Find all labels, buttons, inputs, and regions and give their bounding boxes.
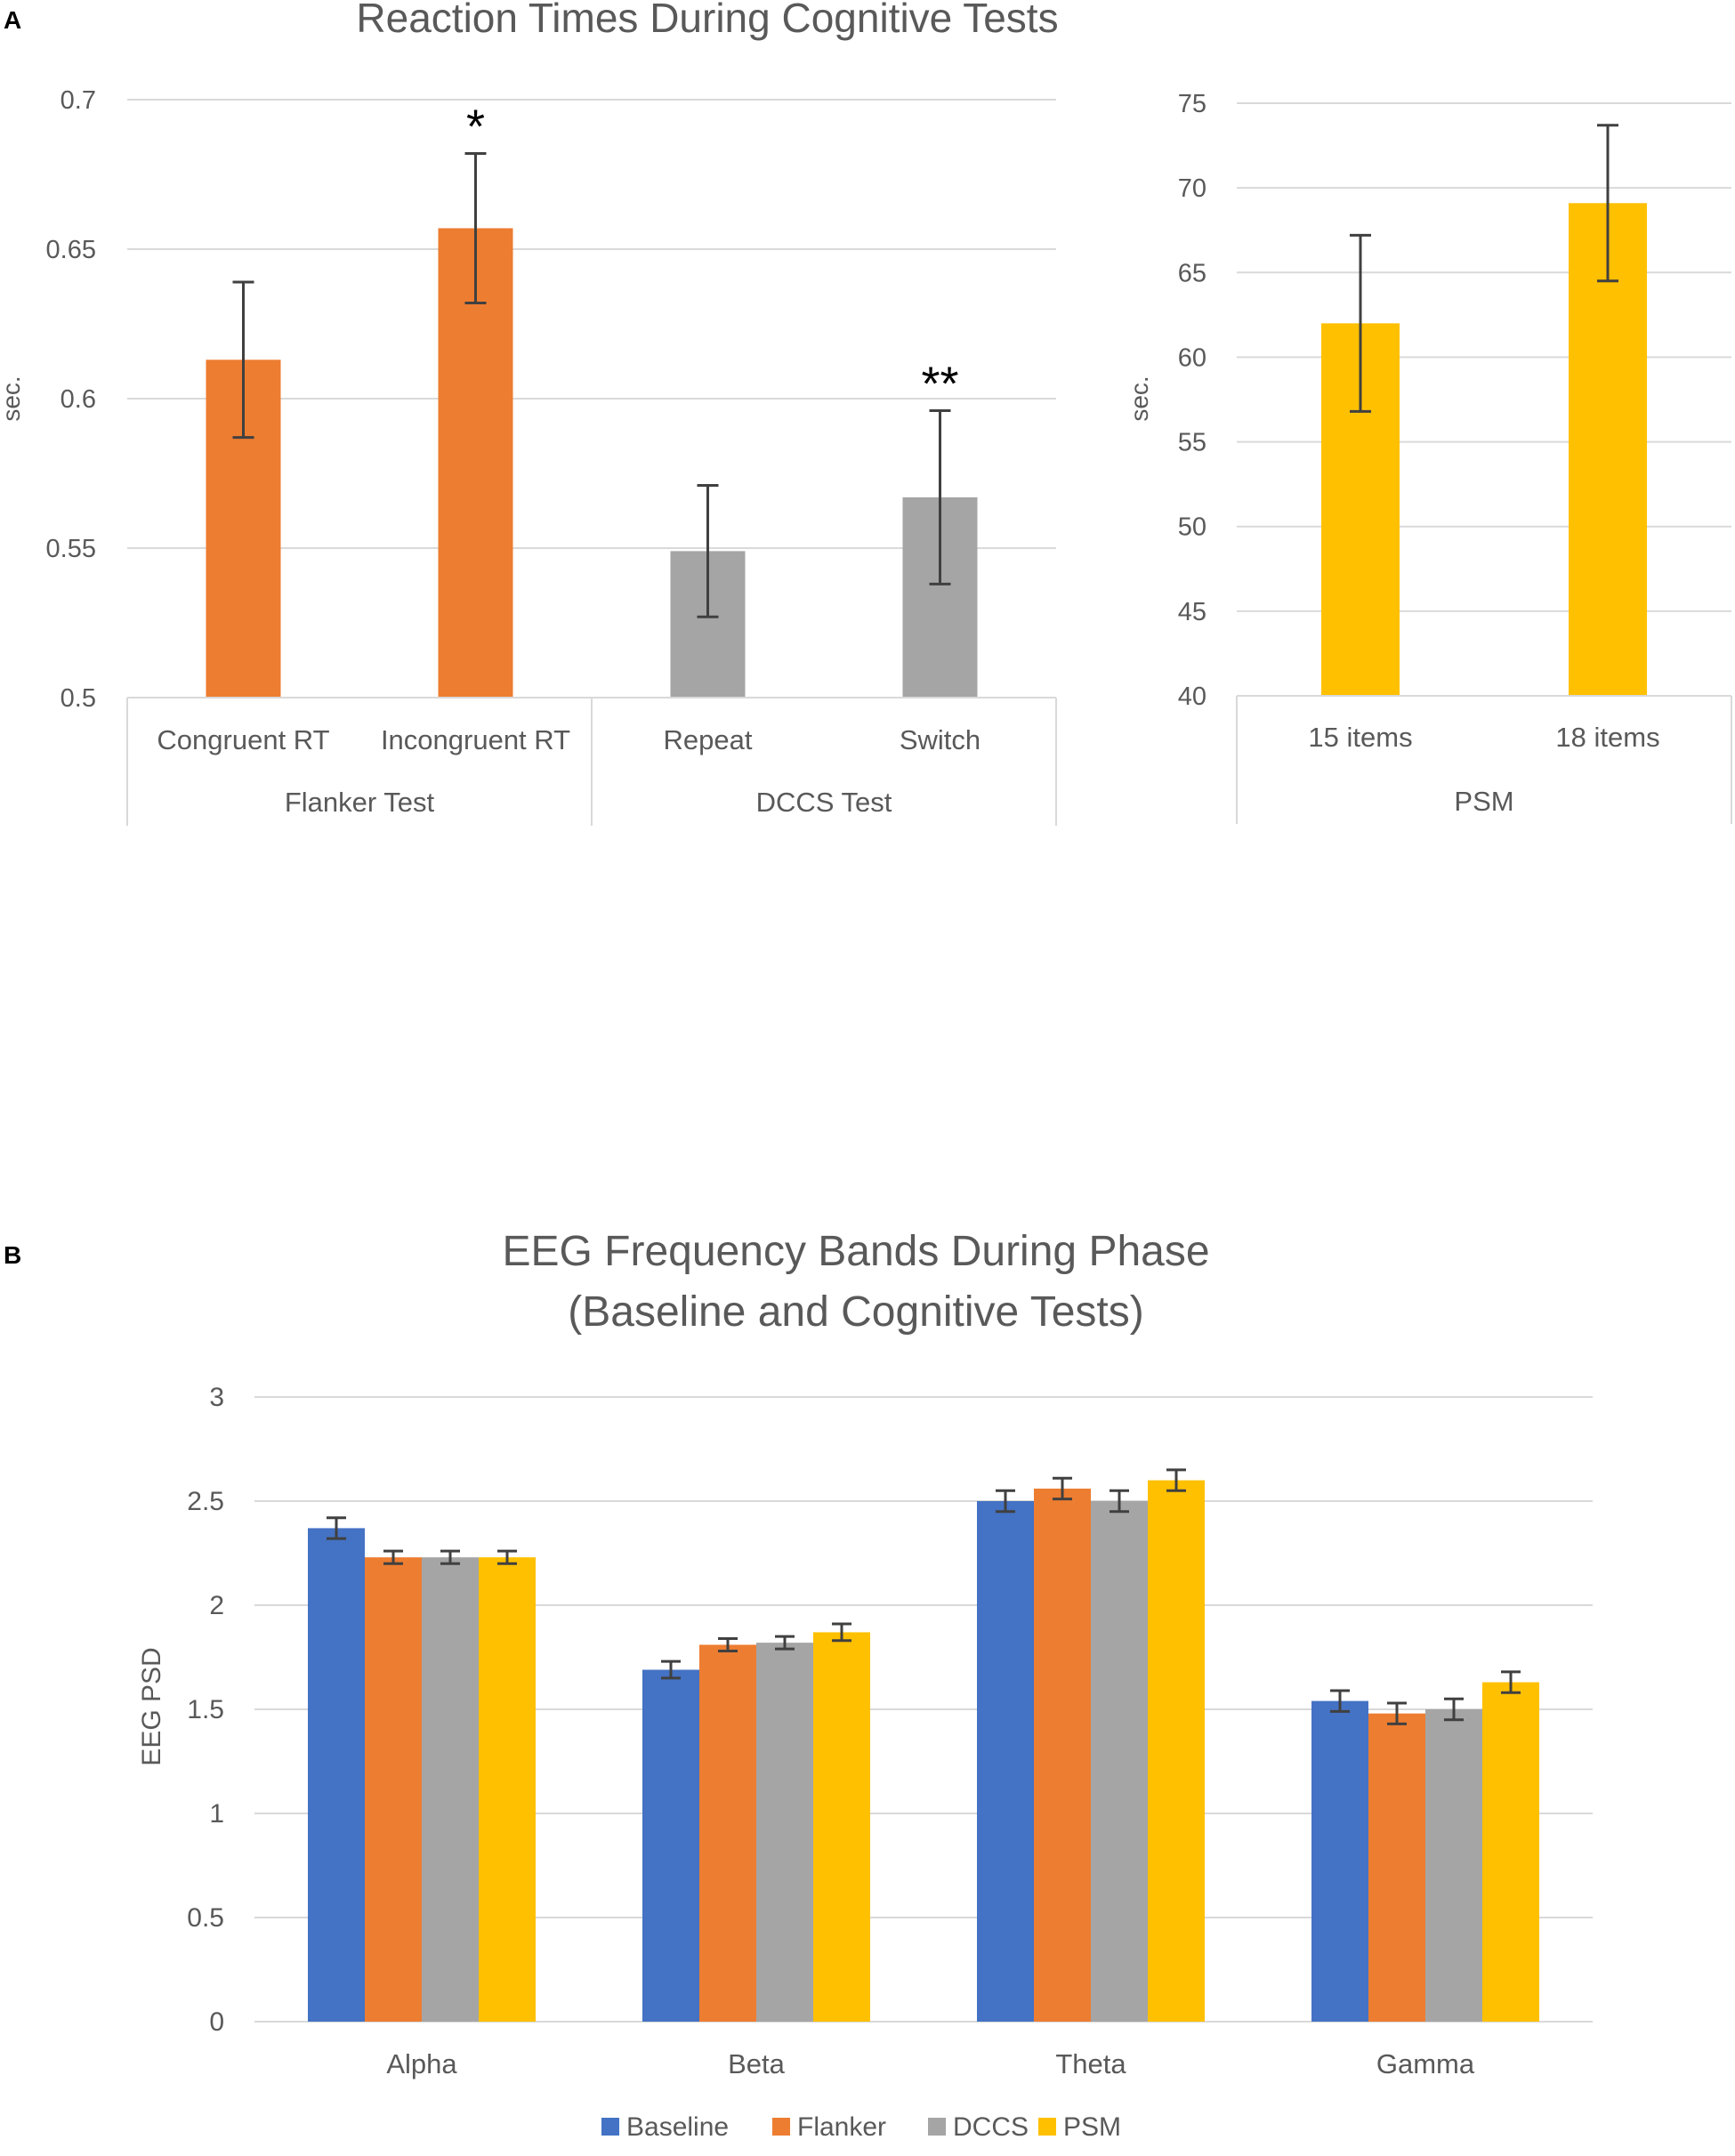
- bar-dccs: [1091, 1501, 1148, 2022]
- x-tick-label: Repeat: [664, 724, 753, 755]
- y-tick-label: 45: [1178, 598, 1206, 626]
- bar-psm: [813, 1632, 870, 2022]
- y-tick-label: 65: [1178, 259, 1206, 287]
- bar-flanker: [365, 1557, 422, 2022]
- legend-swatch: [1038, 2118, 1056, 2136]
- bar-baseline: [1311, 1700, 1368, 2022]
- significance-marker: *: [466, 100, 485, 153]
- x-tick-label: Beta: [728, 2048, 786, 2079]
- y-tick-label: 55: [1178, 429, 1206, 457]
- bar-flanker: [699, 1644, 756, 2022]
- bar: [1569, 203, 1647, 697]
- chart-title: Reaction Times During Cognitive Tests: [356, 0, 1058, 41]
- bar-dccs: [1425, 1709, 1482, 2022]
- y-tick-label: 60: [1178, 343, 1206, 372]
- x-tick-label: Switch: [900, 724, 980, 755]
- x-tick-label: Congruent RT: [157, 724, 329, 755]
- bar-baseline: [308, 1528, 365, 2022]
- y-tick-label: 40: [1178, 682, 1206, 711]
- y-axis-label: EEG PSD: [137, 1647, 166, 1765]
- bar-baseline: [642, 1669, 699, 2022]
- chart-title-line-1: EEG Frequency Bands During Phase: [502, 1228, 1209, 1275]
- y-tick-label: 1: [209, 1799, 224, 1829]
- bar-dccs: [422, 1557, 479, 2022]
- legend-label: DCCS: [953, 2112, 1029, 2142]
- bar-flanker: [1034, 1488, 1091, 2022]
- legend-label: Baseline: [626, 2112, 729, 2142]
- y-tick-label: 2.5: [187, 1487, 224, 1516]
- x-tick-label: 18 items: [1555, 722, 1659, 753]
- y-tick-label: 0.5: [187, 1903, 224, 1933]
- bar-baseline: [977, 1501, 1034, 2022]
- y-tick-label: 0.55: [46, 535, 96, 563]
- x-tick-label: 15 items: [1308, 722, 1412, 753]
- bar-psm: [1148, 1480, 1205, 2022]
- y-tick-label: 0.5: [61, 684, 96, 713]
- legend-swatch: [772, 2118, 790, 2136]
- legend-label: Flanker: [797, 2112, 886, 2142]
- group-label: Flanker Test: [285, 787, 435, 818]
- significance-marker: **: [921, 357, 958, 410]
- y-tick-label: 0.6: [61, 385, 96, 414]
- y-axis-label: sec.: [0, 375, 25, 421]
- bar: [438, 228, 513, 698]
- bar-psm: [1482, 1682, 1539, 2022]
- y-tick-label: 70: [1178, 174, 1206, 203]
- y-axis-label: sec.: [1126, 375, 1153, 421]
- x-tick-label: Alpha: [386, 2048, 457, 2079]
- chart-title-line-2: (Baseline and Cognitive Tests): [568, 1288, 1143, 1336]
- y-tick-label: 2: [209, 1591, 224, 1620]
- panel-a-label: A: [4, 6, 21, 34]
- legend-swatch: [601, 2118, 619, 2136]
- y-tick-label: 75: [1178, 90, 1206, 118]
- legend-swatch: [928, 2118, 946, 2136]
- y-tick-label: 0.65: [46, 236, 96, 264]
- chart-eeg-bands: EEG Frequency Bands During Phase (Baseli…: [137, 1228, 1593, 2142]
- bar-psm: [479, 1557, 536, 2022]
- chart-reaction-times: Reaction Times During Cognitive Tests se…: [0, 0, 1059, 826]
- panel-b-label: B: [4, 1241, 21, 1269]
- y-tick-label: 3: [209, 1383, 224, 1412]
- group-label: DCCS Test: [756, 787, 892, 818]
- bar-dccs: [756, 1643, 813, 2022]
- y-tick-label: 50: [1178, 513, 1206, 542]
- y-tick-label: 0: [209, 2007, 224, 2037]
- x-tick-label: Gamma: [1376, 2048, 1475, 2079]
- bar-flanker: [1368, 1713, 1425, 2022]
- legend-label: PSM: [1063, 2112, 1121, 2142]
- chart-psm: sec. 40 45 50 55 60 65 70 75 15 items 18 items PSM: [1126, 90, 1732, 824]
- y-tick-label: 1.5: [187, 1695, 224, 1724]
- x-tick-label: Theta: [1055, 2048, 1126, 2079]
- group-label: PSM: [1454, 786, 1513, 817]
- y-tick-label: 0.7: [61, 86, 96, 115]
- x-tick-label: Incongruent RT: [381, 724, 570, 755]
